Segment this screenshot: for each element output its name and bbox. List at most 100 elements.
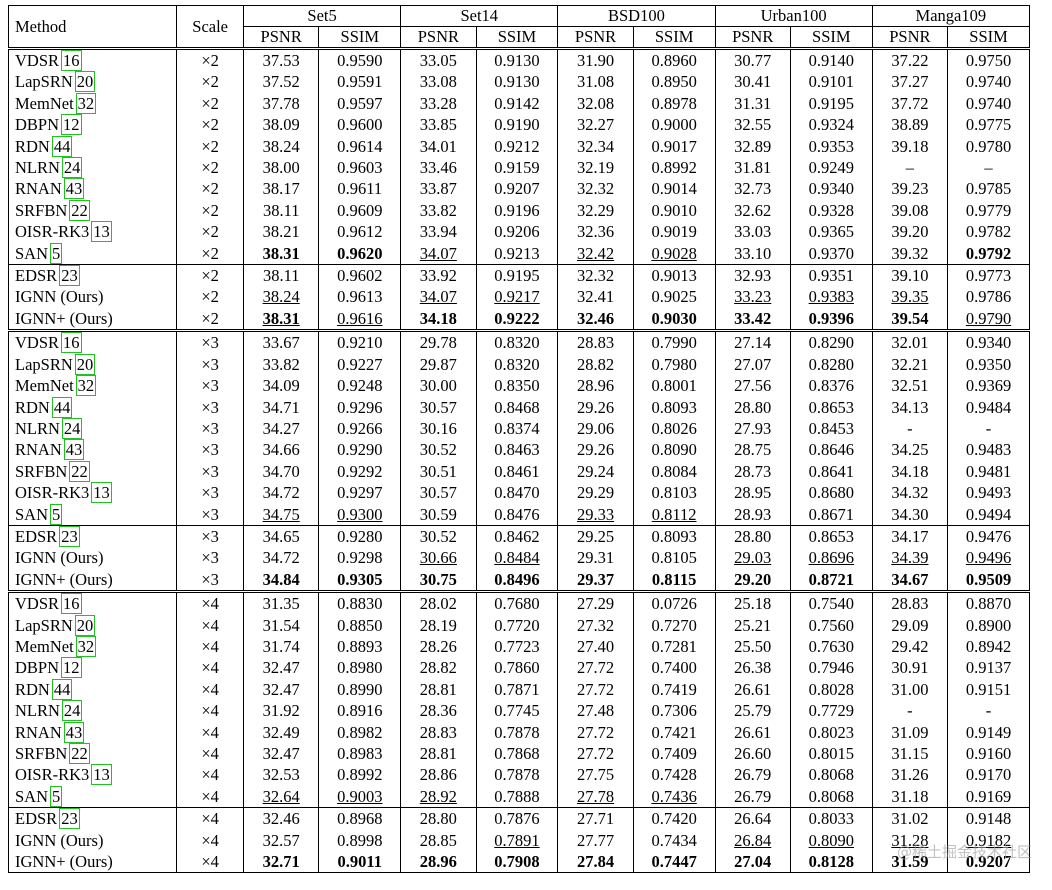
ssim-cell: 0.8916 <box>318 700 402 722</box>
psnr-cell: 33.42 <box>715 307 791 331</box>
citation-link[interactable]: 22 <box>69 743 90 764</box>
table-row: OISR-RK3 13 ×2 38.21 0.9612 33.94 0.9206 32.36 0… <box>7 221 1030 243</box>
ssim-cell: 0.9000 <box>633 114 716 136</box>
method-name: OISR-RK3 <box>15 222 90 242</box>
psnr-cell: 37.27 <box>872 71 949 93</box>
citation-link[interactable]: 20 <box>74 353 96 375</box>
citation-link[interactable]: 23 <box>59 265 80 287</box>
method-name: RNAN <box>15 440 62 460</box>
ssim-cell: 0.7306 <box>633 700 716 722</box>
method-name: SAN <box>15 504 49 524</box>
ssim-cell: 0.9249 <box>790 157 873 179</box>
scale-cell: ×3 <box>176 503 244 526</box>
citation-link[interactable]: 16 <box>61 50 82 71</box>
method-name: LapSRN <box>15 72 73 92</box>
ssim-cell: 0.8320 <box>476 329 559 354</box>
header-set5: Set5 <box>243 5 402 27</box>
citation-link[interactable]: 44 <box>51 396 73 418</box>
ssim-cell: 0.7946 <box>790 657 873 679</box>
ssim-cell: 0.7420 <box>633 807 716 830</box>
method-name: VDSR <box>15 333 60 353</box>
citation-link[interactable]: 32 <box>75 635 97 657</box>
psnr-cell: 27.72 <box>557 657 634 679</box>
psnr-cell: 29.20 <box>715 568 791 592</box>
ssim-cell: 0.7878 <box>476 764 559 786</box>
ssim-cell: 0.8980 <box>318 657 402 679</box>
citation-link[interactable]: 5 <box>50 503 63 525</box>
citation-link[interactable]: 20 <box>74 614 96 636</box>
table-row: IGNN+ (Ours) ×4 32.71 0.9011 28.96 0.7908 27.8… <box>7 851 1030 874</box>
citation-link[interactable]: 5 <box>50 785 63 807</box>
psnr-cell: 32.29 <box>557 199 634 222</box>
psnr-cell: 33.08 <box>400 71 477 93</box>
psnr-cell: 25.79 <box>715 700 791 722</box>
citation-link[interactable]: 44 <box>51 135 73 157</box>
citation-link[interactable]: 24 <box>61 700 83 722</box>
scale-cell: ×3 <box>176 353 244 376</box>
ssim-cell: 0.8068 <box>790 764 873 786</box>
ssim-cell: 0.9222 <box>476 307 559 331</box>
method-cell: SRFBN 22 <box>7 460 178 483</box>
citation-link[interactable]: 32 <box>75 375 97 397</box>
citation-link[interactable]: 13 <box>91 482 112 504</box>
ssim-cell: 0.9340 <box>790 178 873 200</box>
scale-cell: ×3 <box>176 329 244 354</box>
psnr-cell: 28.81 <box>400 678 477 701</box>
scale-cell: ×2 <box>176 286 244 308</box>
ssim-cell: 0.9396 <box>790 307 873 331</box>
method-name: OISR-RK3 <box>15 483 90 503</box>
ssim-cell: 0.9213 <box>476 242 559 265</box>
table-row: IGNN+ (Ours) ×3 34.84 0.9305 30.75 0.8496 29.3… <box>7 568 1030 592</box>
ssim-cell: 0.7421 <box>633 721 716 743</box>
citation-link[interactable]: 44 <box>51 678 73 700</box>
ssim-cell: 0.7428 <box>633 764 716 786</box>
ssim-cell: 0.9775 <box>947 114 1030 136</box>
citation-link[interactable]: 22 <box>69 460 90 482</box>
citation-link[interactable]: 43 <box>63 178 85 200</box>
citation-link[interactable]: 43 <box>63 439 85 461</box>
ssim-cell: 0.8646 <box>790 439 873 461</box>
citation-link[interactable]: 20 <box>74 71 96 93</box>
ssim-cell: 0.7434 <box>633 829 716 852</box>
scale-cell: ×3 <box>176 439 244 461</box>
psnr-cell: 29.24 <box>557 460 634 483</box>
ssim-cell: 0.9328 <box>790 199 873 222</box>
scale-cell: ×4 <box>176 829 244 852</box>
citation-link[interactable]: 16 <box>61 332 82 354</box>
citation-link[interactable]: 5 <box>50 242 63 264</box>
method-cell: DBPN 12 <box>7 114 178 136</box>
citation-link[interactable]: 22 <box>69 199 90 221</box>
psnr-cell: 28.73 <box>715 460 791 483</box>
table-row: DBPN 12 ×2 38.09 0.9600 33.85 0.9190 32.27 0.900… <box>7 114 1030 136</box>
citation-link[interactable]: 23 <box>59 525 80 547</box>
citation-link[interactable]: 32 <box>75 92 97 114</box>
psnr-cell: 33.87 <box>400 178 477 200</box>
ssim-cell: 0.9786 <box>947 286 1030 308</box>
psnr-cell: 32.34 <box>557 135 634 158</box>
ssim-cell: 0.8462 <box>476 524 559 548</box>
table-row: IGNN (Ours) ×3 34.72 0.9298 30.66 0.8484 29.31… <box>7 547 1030 569</box>
citation-link[interactable]: 24 <box>61 417 83 439</box>
ssim-cell: 0.9300 <box>318 503 402 526</box>
ssim-cell: 0.9493 <box>947 482 1030 504</box>
table-row: NLRN 24 ×2 38.00 0.9603 33.46 0.9159 32.19 0.899… <box>7 157 1030 179</box>
table-row: EDSR 23 ×4 32.46 0.8968 28.80 0.7876 27.71 0.742… <box>7 807 1030 830</box>
citation-link[interactable]: 12 <box>61 657 82 679</box>
psnr-cell: 27.77 <box>557 829 634 852</box>
citation-link[interactable]: 43 <box>63 721 85 743</box>
citation-link[interactable]: 13 <box>91 221 112 243</box>
psnr-cell: 34.25 <box>872 439 949 461</box>
method-name: MemNet <box>15 93 74 113</box>
psnr-cell: 27.32 <box>557 614 634 636</box>
citation-link[interactable]: 23 <box>59 808 80 830</box>
method-cell: DBPN 12 <box>7 657 178 679</box>
ssim-cell: 0.9151 <box>947 678 1030 701</box>
citation-link[interactable]: 16 <box>61 593 82 615</box>
citation-link[interactable]: 13 <box>91 764 112 786</box>
citation-link[interactable]: 24 <box>61 157 83 179</box>
ssim-cell: 0.8470 <box>476 482 559 504</box>
ssim-cell: 0.8026 <box>633 417 716 440</box>
psnr-cell: 29.25 <box>557 524 634 548</box>
citation-link[interactable]: 12 <box>61 114 82 136</box>
ssim-cell: 0.9779 <box>947 199 1030 222</box>
